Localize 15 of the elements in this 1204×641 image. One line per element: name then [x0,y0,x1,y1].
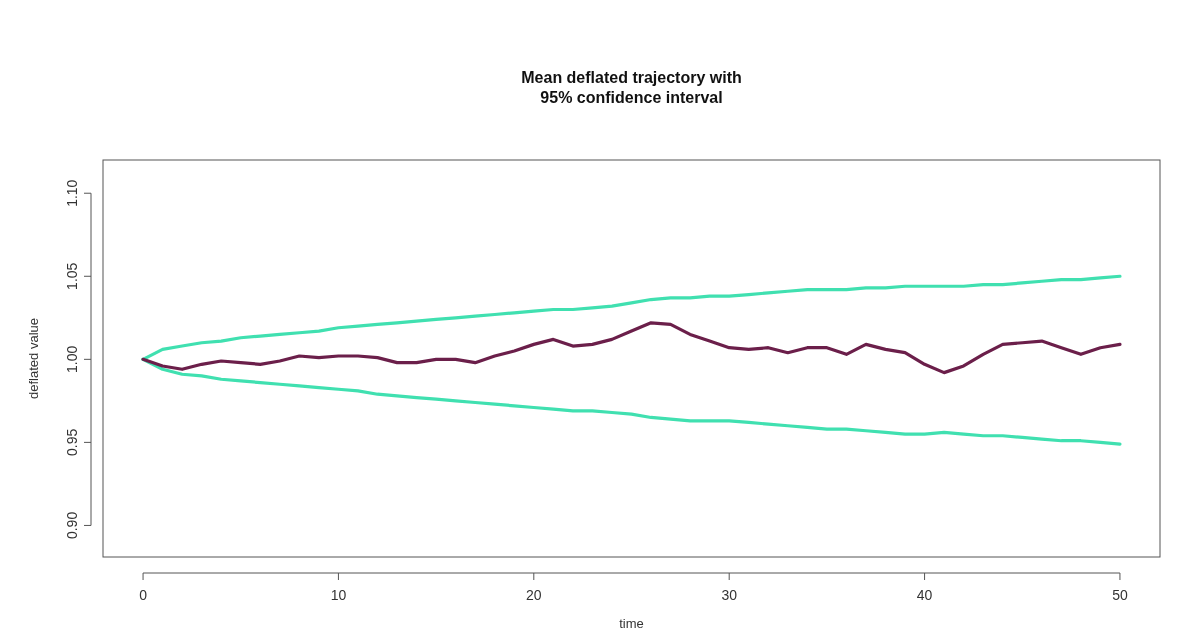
y-tick-label: 0.90 [64,511,80,540]
chart-title: Mean deflated trajectory with 95% confidence interval [521,69,742,106]
x-tick-label: 0 [139,587,148,603]
y-tick-label: 1.00 [64,345,80,373]
y-axis-title: deflated value [26,318,41,399]
y-tick-label: 1.10 [64,179,80,207]
y-tick-label: 0.95 [64,428,80,457]
x-tick-label: 50 [1112,587,1128,603]
x-tick-label: 30 [721,587,738,603]
y-tick-label: 1.05 [64,262,80,290]
x-tick-label: 10 [330,587,347,603]
line-series [141,321,1122,375]
x-tick-label: 40 [916,587,933,603]
x-tick-label: 20 [526,587,542,603]
x-axis-title: time [619,616,644,631]
